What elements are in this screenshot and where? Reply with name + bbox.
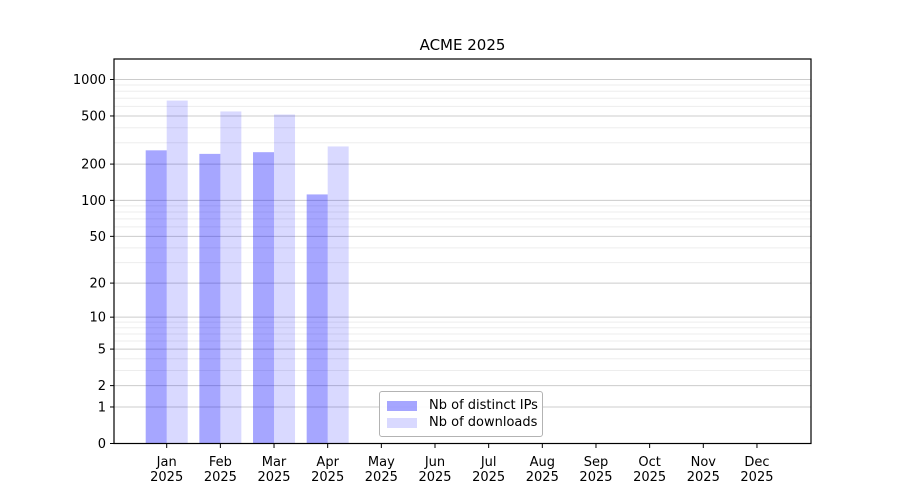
bar-apr-nb-of-distinct-ips bbox=[306, 194, 328, 444]
bar-jan-nb-of-downloads bbox=[166, 100, 188, 444]
x-tick-label-month: Sep bbox=[584, 455, 609, 470]
y-tick-label: 200 bbox=[81, 158, 106, 173]
x-tick-label-month: Jun bbox=[424, 455, 445, 470]
bar-feb-nb-of-downloads bbox=[220, 111, 242, 444]
x-tick-label-year: 2025 bbox=[472, 470, 505, 485]
x-tick-label-month: Aug bbox=[530, 455, 555, 470]
y-tick-label: 20 bbox=[89, 277, 106, 292]
x-tick-label-year: 2025 bbox=[365, 470, 398, 485]
x-tick-label-month: Oct bbox=[638, 455, 660, 470]
x-tick-label-month: May bbox=[368, 455, 395, 470]
y-tick-label: 1000 bbox=[73, 73, 106, 88]
x-tick-label-year: 2025 bbox=[150, 470, 183, 485]
legend-item-downloads: Nb of downloads bbox=[387, 416, 542, 429]
x-tick-label-month: Dec bbox=[744, 455, 769, 470]
x-tick-label-month: Nov bbox=[691, 455, 717, 470]
x-tick-label-year: 2025 bbox=[687, 470, 720, 485]
x-tick-label-year: 2025 bbox=[740, 470, 773, 485]
x-tick-label-year: 2025 bbox=[579, 470, 612, 485]
y-tick-label: 5 bbox=[98, 343, 106, 358]
x-tick-label-year: 2025 bbox=[418, 470, 451, 485]
legend-swatch-downloads bbox=[387, 417, 417, 428]
legend-item-distinct-ips: Nb of distinct IPs bbox=[387, 399, 542, 412]
bar-mar-nb-of-distinct-ips bbox=[253, 152, 275, 444]
y-tick-label: 0 bbox=[98, 437, 106, 452]
x-tick-label-month: Mar bbox=[262, 455, 287, 470]
x-tick-label-month: Jul bbox=[480, 455, 497, 470]
y-tick-label: 10 bbox=[89, 311, 106, 326]
legend-label-downloads: Nb of downloads bbox=[429, 415, 538, 430]
legend-swatch-distinct-ips bbox=[387, 400, 417, 411]
y-tick-label: 100 bbox=[81, 194, 106, 209]
plot-border bbox=[113, 58, 812, 445]
x-tick-label-month: Feb bbox=[209, 455, 232, 470]
x-tick-label-year: 2025 bbox=[526, 470, 559, 485]
y-tick-label: 2 bbox=[98, 379, 106, 394]
legend: Nb of distinct IPs Nb of downloads bbox=[379, 391, 543, 437]
bar-feb-nb-of-distinct-ips bbox=[199, 153, 221, 444]
bar-apr-nb-of-downloads bbox=[327, 146, 349, 444]
bar-mar-nb-of-downloads bbox=[274, 114, 296, 444]
y-tick-label: 50 bbox=[89, 230, 106, 245]
legend-label-distinct-ips: Nb of distinct IPs bbox=[429, 398, 538, 413]
chart-title: ACME 2025 bbox=[419, 36, 506, 54]
x-tick-label-year: 2025 bbox=[311, 470, 344, 485]
x-tick-label-month: Jan bbox=[156, 455, 177, 470]
x-tick-label-month: Apr bbox=[316, 455, 339, 470]
x-tick-label-year: 2025 bbox=[204, 470, 237, 485]
bar-jan-nb-of-distinct-ips bbox=[145, 150, 167, 444]
y-tick-label: 500 bbox=[81, 109, 106, 124]
x-tick-label-year: 2025 bbox=[633, 470, 666, 485]
y-tick-label: 1 bbox=[98, 400, 106, 415]
x-tick-label-year: 2025 bbox=[257, 470, 290, 485]
